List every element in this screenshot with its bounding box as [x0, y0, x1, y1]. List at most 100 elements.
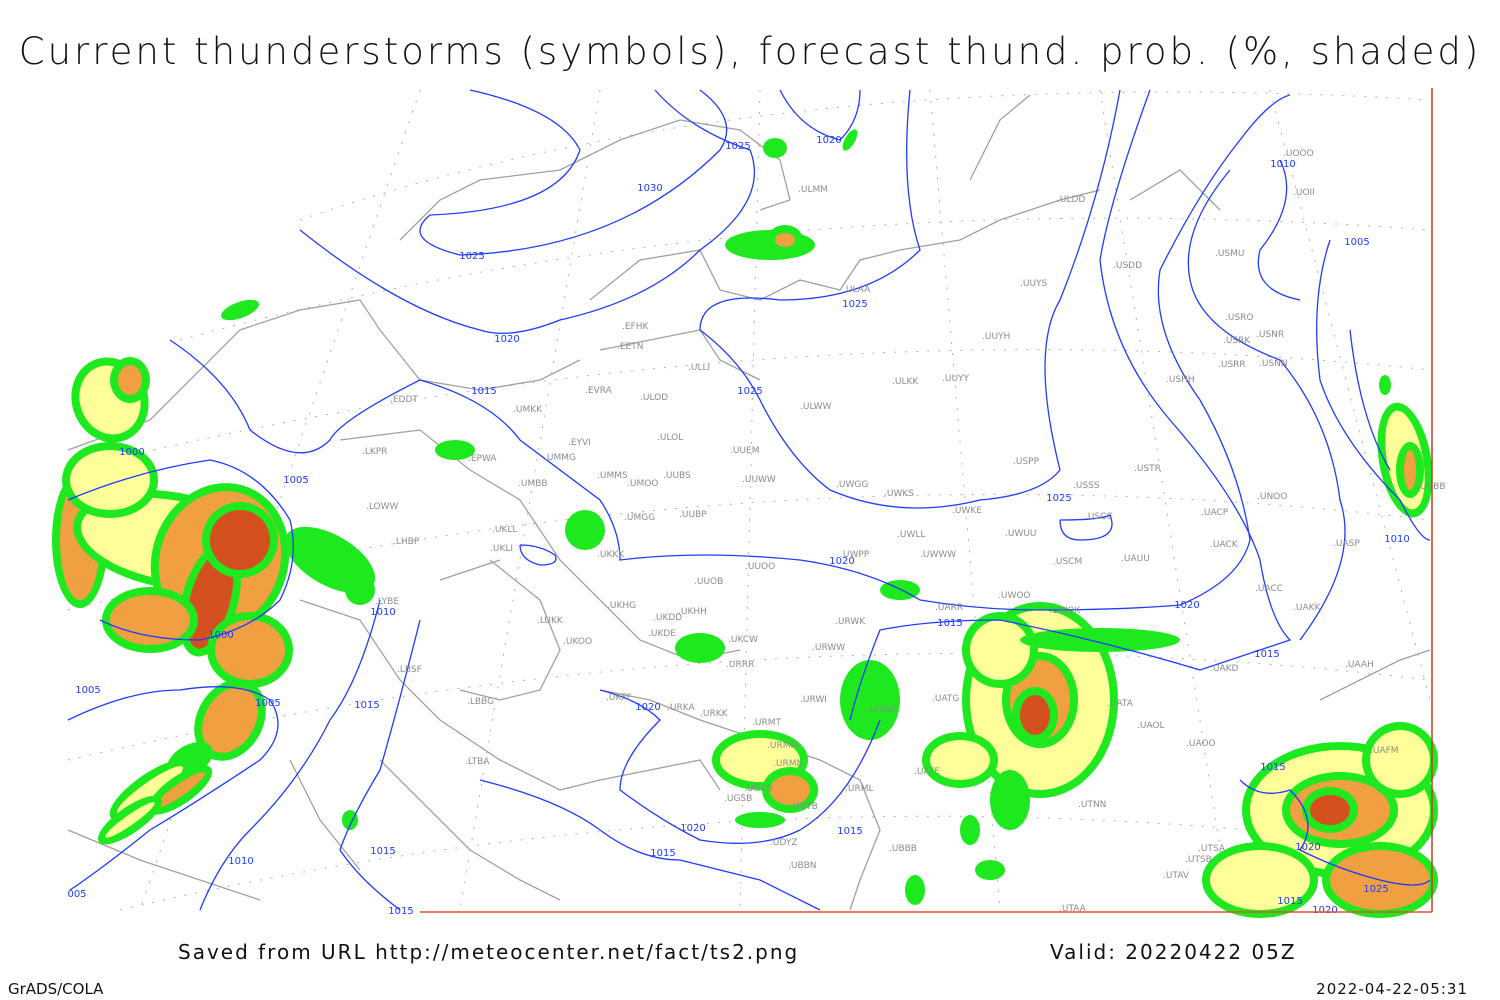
isobar-label: 1020 [1312, 905, 1337, 916]
station-label: .UNOO [1257, 492, 1287, 502]
probability-area [110, 595, 190, 645]
isobar-label: 1020 [1174, 600, 1199, 611]
probability-area [1020, 695, 1050, 735]
probability-area [1370, 730, 1430, 790]
isobar-label: 1025 [1363, 884, 1388, 895]
isobar-label: 1010 [228, 856, 253, 867]
isobar-label: 1015 [1254, 649, 1279, 660]
station-label: .UASP [1333, 539, 1360, 549]
probability-area [116, 766, 184, 814]
station-label: .LBSF [397, 665, 422, 675]
isobar-label: 1005 [75, 685, 100, 696]
isobar-label: 1020 [816, 135, 841, 146]
station-label: .UKLL [492, 525, 517, 535]
station-label: .UUYS [1020, 279, 1048, 289]
station-label: .LUKK [537, 616, 564, 626]
coastlines-borders [67, 94, 1431, 911]
isobar-label: 1015 [1260, 762, 1285, 773]
probability-area [975, 860, 1005, 880]
probability-area [435, 440, 475, 460]
station-label: .UATE [914, 767, 940, 777]
station-label: .UACP [1201, 508, 1229, 518]
station-label: .UUOO [745, 562, 775, 572]
station-label: .UUBS [663, 471, 691, 481]
probability-area [342, 810, 358, 830]
probability-area [215, 620, 285, 680]
station-label: .UMOO [627, 479, 658, 489]
station-label: .UMMS [597, 471, 628, 481]
isobar-label: 1005 [1344, 237, 1369, 248]
station-label: .ULOL [657, 433, 683, 443]
station-label: .ULLI [688, 363, 710, 373]
station-label: .URRR [726, 660, 754, 670]
isobar-label: 1010 [1270, 159, 1295, 170]
station-label: .URMM [767, 741, 798, 751]
isobar-label: 1025 [459, 251, 484, 262]
station-label: .LOWW [366, 502, 399, 512]
probability-area [70, 450, 150, 510]
probability-area [970, 620, 1030, 680]
probability-area [202, 687, 258, 753]
isobar-label: 1015 [471, 386, 496, 397]
station-label: .UTSB [1185, 855, 1212, 865]
station-label: .UTNN [1078, 800, 1106, 810]
station-label: .USNR [1256, 330, 1284, 340]
probability-area [842, 129, 858, 151]
thunderstorm-probability-shading [52, 129, 1438, 918]
station-label: .UWUU [1005, 529, 1037, 539]
station-label: .UAUU [1121, 554, 1150, 564]
isobar-label: 1020 [494, 334, 519, 345]
probability-area [840, 660, 900, 740]
probability-area [155, 772, 205, 808]
station-label: .URWK [835, 617, 866, 627]
isobar-label: 1005 [255, 698, 280, 709]
station-label: .UWKS [884, 489, 914, 499]
isobar-label: 1015 [837, 826, 862, 837]
probability-area [763, 138, 787, 158]
probability-area [770, 775, 810, 805]
station-label: .ULMM [798, 185, 828, 195]
station-label: .UBBB [889, 844, 917, 854]
isobar-label: 1020 [829, 556, 854, 567]
source-url-text: Saved from URL http://meteocenter.net/fa… [178, 940, 800, 964]
station-label: .UKLI [490, 544, 513, 554]
station-label: .ULDD [1057, 195, 1085, 205]
station-label: .UMBB [518, 479, 548, 489]
probability-area [565, 510, 605, 550]
station-label: .UMGG [624, 513, 655, 523]
isobar-label: 1015 [388, 906, 413, 917]
station-label: .UKHG [607, 601, 636, 611]
station-label: .UAKD [1210, 664, 1239, 674]
station-label: .URMT [752, 718, 781, 728]
station-label: .LKPR [362, 447, 387, 457]
station-label: .UKDE [648, 629, 676, 639]
isobar-label: 1000 [119, 447, 144, 458]
probability-area [345, 575, 375, 605]
isobar-label: 1015 [1277, 896, 1302, 907]
isobar-label: 1010 [370, 607, 395, 618]
station-label: .UACC [1255, 584, 1283, 594]
isobar-label: 1025 [842, 299, 867, 310]
probability-area [990, 770, 1030, 830]
station-label: .UUBP [679, 510, 707, 520]
probability-area [1210, 850, 1310, 910]
station-label: .LYBE [375, 597, 399, 607]
station-label: .USCC [1085, 512, 1113, 522]
probability-area [1379, 375, 1391, 395]
station-label: .USCM [1053, 557, 1082, 567]
isobar-label: 1030 [637, 183, 662, 194]
probability-area [1020, 628, 1180, 652]
station-label: .UKHH [678, 607, 707, 617]
station-label: .UGTB [790, 802, 818, 812]
station-label: .UWOK [1049, 606, 1081, 616]
probability-area [118, 365, 142, 395]
station-label: .URWW [812, 643, 845, 653]
valid-time-text: Valid: 20220422 05Z [1050, 940, 1297, 964]
station-label: .URWI [800, 695, 827, 705]
isobar-label: 1015 [937, 618, 962, 629]
probability-area [105, 802, 155, 838]
isobar-label: 1025 [737, 386, 762, 397]
station-label: .UAAH [1345, 660, 1374, 670]
station-label: .USNN [1259, 359, 1288, 369]
